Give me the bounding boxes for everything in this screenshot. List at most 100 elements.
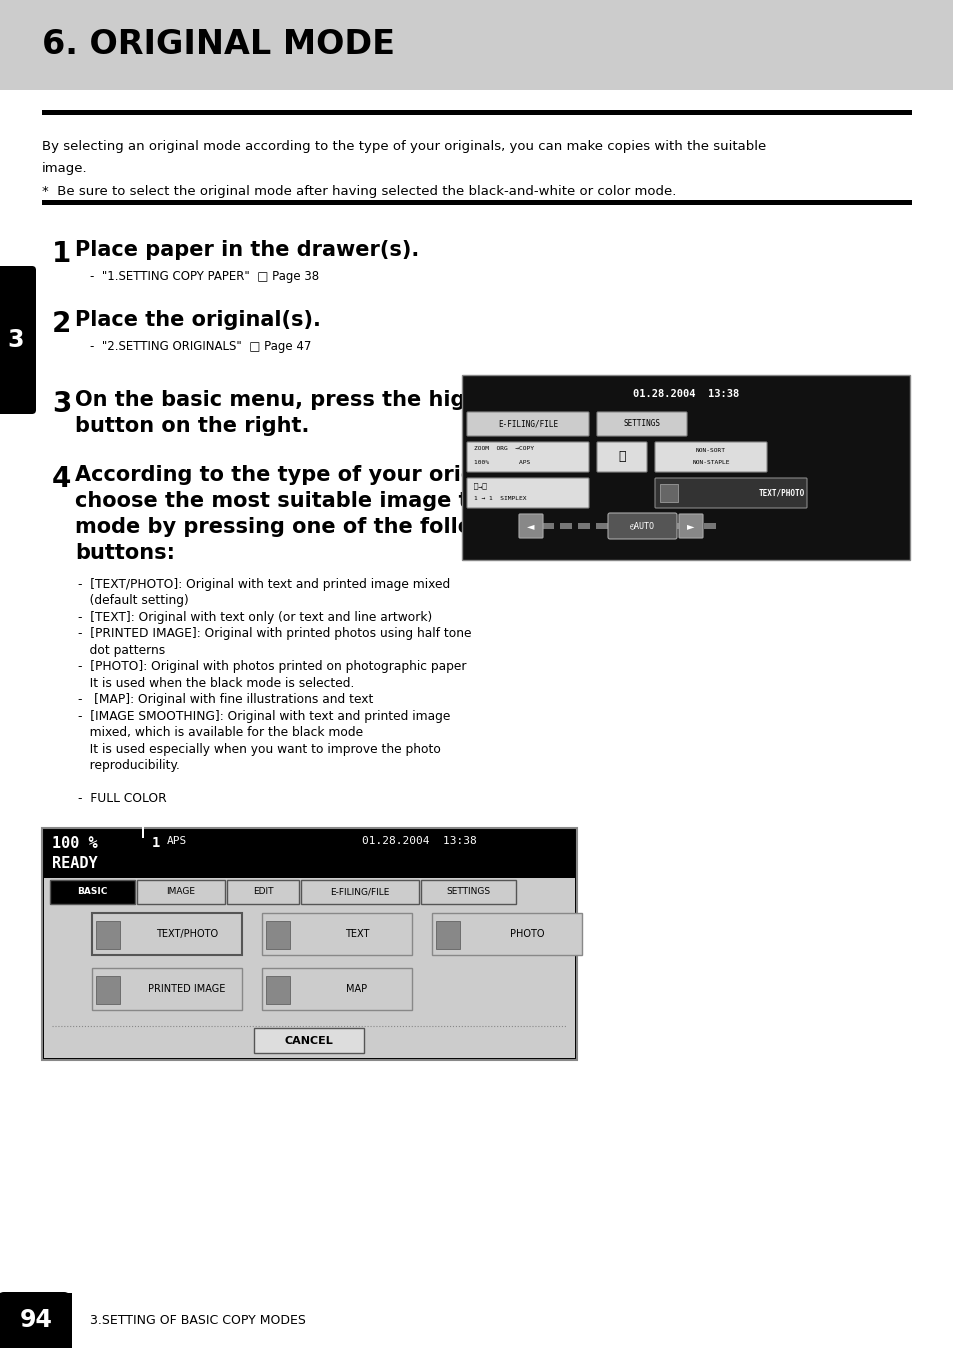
FancyBboxPatch shape [137, 880, 225, 905]
Text: EDIT: EDIT [253, 887, 273, 896]
Bar [436, 921, 459, 949]
Bar [96, 921, 120, 949]
Bar [142, 822, 144, 838]
FancyBboxPatch shape [0, 1291, 70, 1348]
Text: READY: READY [52, 856, 97, 871]
FancyBboxPatch shape [655, 479, 806, 508]
Text: mode by pressing one of the following: mode by pressing one of the following [75, 518, 528, 537]
Bar [649, 523, 661, 528]
FancyBboxPatch shape [467, 479, 588, 508]
FancyBboxPatch shape [420, 880, 516, 905]
Text: *  Be sure to select the original mode after having selected the black-and-white: * Be sure to select the original mode af… [42, 185, 676, 198]
Text: choose the most suitable image type: choose the most suitable image type [75, 491, 511, 511]
Text: -  [PHOTO]: Original with photos printed on photographic paper: - [PHOTO]: Original with photos printed … [78, 661, 466, 674]
Text: 1: 1 [52, 240, 71, 268]
Bar [559, 523, 572, 528]
Text: CANCEL: CANCEL [284, 1037, 333, 1046]
Text: NON-STAPLE: NON-STAPLE [692, 461, 729, 465]
Text: 3: 3 [8, 328, 24, 352]
Text: -  FULL COLOR: - FULL COLOR [78, 793, 167, 806]
FancyBboxPatch shape [432, 913, 581, 954]
Text: 1: 1 [152, 836, 160, 851]
Text: -  "1.SETTING COPY PAPER"  □ Page 38: - "1.SETTING COPY PAPER" □ Page 38 [90, 270, 319, 283]
Text: TEXT: TEXT [344, 929, 369, 940]
Text: 3: 3 [52, 390, 71, 418]
FancyBboxPatch shape [262, 913, 412, 954]
FancyBboxPatch shape [597, 412, 686, 435]
Text: MAP: MAP [346, 984, 367, 993]
Text: -  [TEXT]: Original with text only (or text and line artwork): - [TEXT]: Original with text only (or te… [78, 611, 432, 624]
FancyBboxPatch shape [597, 442, 646, 472]
Bar [541, 523, 554, 528]
Bar [596, 523, 607, 528]
FancyBboxPatch shape [518, 514, 542, 538]
Text: -  [PRINTED IMAGE]: Original with printed photos using half tone: - [PRINTED IMAGE]: Original with printed… [78, 628, 471, 640]
Text: PHOTO: PHOTO [509, 929, 543, 940]
Text: SETTINGS: SETTINGS [623, 419, 659, 429]
Text: -   [MAP]: Original with fine illustrations and text: - [MAP]: Original with fine illustration… [78, 693, 373, 706]
Bar [96, 976, 120, 1004]
Bar [266, 976, 290, 1004]
Text: 94: 94 [20, 1308, 52, 1332]
Text: TEXT/PHOTO: TEXT/PHOTO [155, 929, 218, 940]
FancyBboxPatch shape [227, 880, 298, 905]
Bar [578, 523, 589, 528]
Text: ◴AUTO: ◴AUTO [629, 522, 654, 531]
Text: E-FILING/FILE: E-FILING/FILE [330, 887, 389, 896]
Bar [667, 523, 679, 528]
Bar [42, 111, 911, 115]
Text: (default setting): (default setting) [78, 594, 189, 608]
Text: reproducibility.: reproducibility. [78, 759, 180, 772]
Text: 1 → 1  SIMPLEX: 1 → 1 SIMPLEX [474, 496, 526, 501]
Bar [0, 1293, 71, 1348]
Bar [703, 523, 716, 528]
Text: image.: image. [42, 162, 88, 175]
Text: Place the original(s).: Place the original(s). [75, 310, 320, 330]
Bar [659, 484, 678, 501]
FancyBboxPatch shape [655, 442, 766, 472]
FancyBboxPatch shape [301, 880, 418, 905]
Text: NON-SORT: NON-SORT [696, 449, 725, 453]
Text: IMAGE: IMAGE [167, 887, 195, 896]
FancyBboxPatch shape [253, 1029, 364, 1053]
Text: E-FILING/FILE: E-FILING/FILE [497, 419, 558, 429]
Text: It is used when the black mode is selected.: It is used when the black mode is select… [78, 677, 354, 690]
Bar [44, 878, 575, 1058]
FancyBboxPatch shape [50, 880, 135, 905]
Text: Place paper in the drawer(s).: Place paper in the drawer(s). [75, 240, 418, 260]
FancyBboxPatch shape [91, 968, 242, 1010]
Text: -  "2.SETTING ORIGINALS"  □ Page 47: - "2.SETTING ORIGINALS" □ Page 47 [90, 340, 311, 353]
FancyBboxPatch shape [467, 412, 588, 435]
Text: buttons:: buttons: [75, 543, 174, 563]
FancyBboxPatch shape [0, 266, 36, 414]
Bar [0, 0, 953, 90]
Bar [42, 828, 577, 1060]
FancyBboxPatch shape [607, 514, 677, 539]
Text: ⎕→⎕: ⎕→⎕ [474, 484, 486, 491]
Text: PRINTED IMAGE: PRINTED IMAGE [148, 984, 226, 993]
Text: ⎙: ⎙ [618, 450, 625, 464]
FancyBboxPatch shape [91, 913, 242, 954]
Text: SETTINGS: SETTINGS [446, 887, 490, 896]
Bar [461, 375, 909, 559]
Text: APS: APS [167, 836, 187, 847]
Text: mixed, which is available for the black mode: mixed, which is available for the black … [78, 727, 363, 740]
Text: 4: 4 [52, 465, 71, 493]
Text: ZOOM  ORG  →COPY: ZOOM ORG →COPY [474, 446, 534, 452]
Text: BASIC: BASIC [77, 887, 108, 896]
Text: ◄: ◄ [527, 520, 535, 531]
Text: TEXT/PHOTO: TEXT/PHOTO [758, 488, 804, 497]
Text: According to the type of your original,: According to the type of your original, [75, 465, 526, 485]
FancyBboxPatch shape [262, 968, 412, 1010]
Text: dot patterns: dot patterns [78, 644, 165, 656]
Text: ►: ► [686, 520, 694, 531]
Text: button on the right.: button on the right. [75, 417, 309, 435]
Text: By selecting an original mode according to the type of your originals, you can m: By selecting an original mode according … [42, 140, 765, 154]
Bar [631, 523, 643, 528]
Bar [685, 523, 698, 528]
Text: 100%        APS: 100% APS [474, 461, 530, 465]
Text: It is used especially when you want to improve the photo: It is used especially when you want to i… [78, 743, 440, 756]
Text: On the basic menu, press the highlighted: On the basic menu, press the highlighted [75, 390, 563, 410]
Text: 3.SETTING OF BASIC COPY MODES: 3.SETTING OF BASIC COPY MODES [90, 1313, 306, 1326]
Text: -  [TEXT/PHOTO]: Original with text and printed image mixed: - [TEXT/PHOTO]: Original with text and p… [78, 578, 450, 590]
